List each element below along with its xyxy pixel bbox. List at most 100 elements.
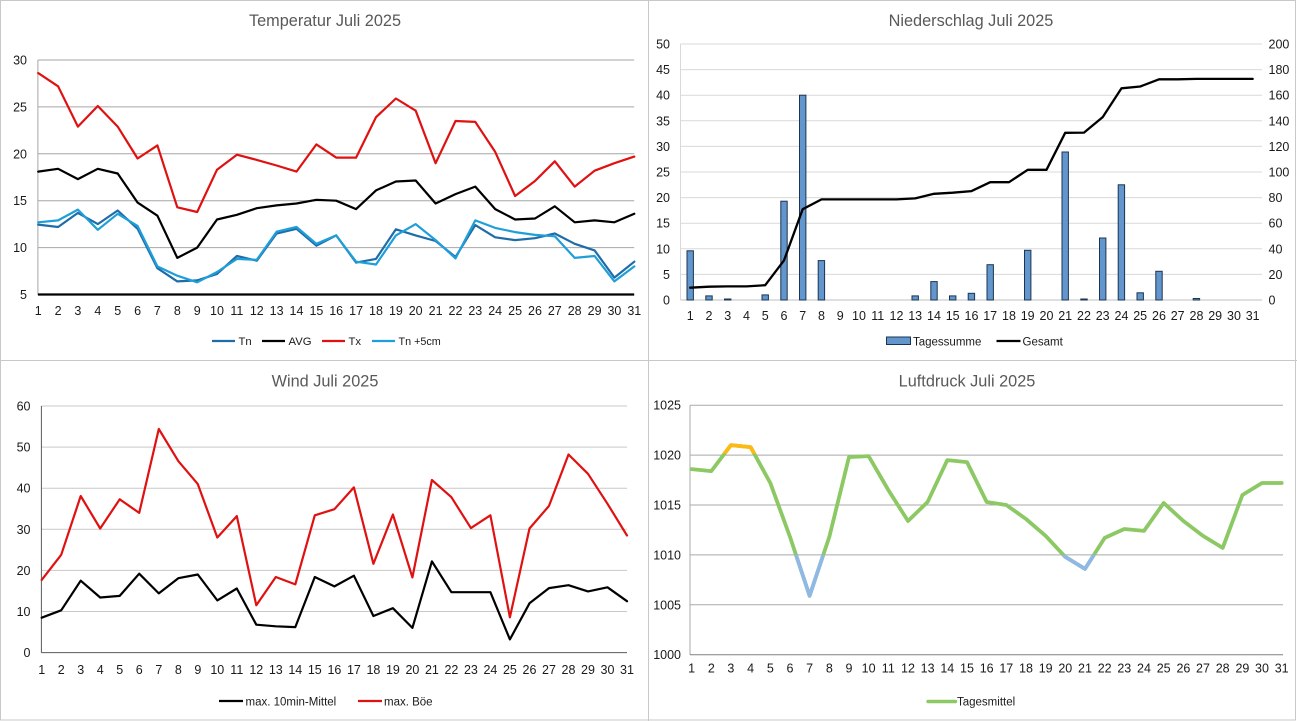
svg-text:1: 1 xyxy=(687,309,694,323)
svg-text:31: 31 xyxy=(1275,661,1289,675)
svg-text:20: 20 xyxy=(1269,268,1283,282)
svg-text:14: 14 xyxy=(927,309,941,323)
svg-text:18: 18 xyxy=(1002,309,1016,323)
svg-text:10: 10 xyxy=(210,304,224,318)
svg-text:31: 31 xyxy=(627,304,641,318)
svg-text:20: 20 xyxy=(1058,661,1072,675)
svg-text:45: 45 xyxy=(656,63,670,77)
svg-text:11: 11 xyxy=(871,309,884,323)
svg-text:0: 0 xyxy=(663,294,670,308)
svg-text:35: 35 xyxy=(656,114,670,128)
svg-text:20: 20 xyxy=(17,564,31,578)
svg-text:21: 21 xyxy=(429,304,443,318)
svg-text:100: 100 xyxy=(1269,166,1290,180)
svg-text:15: 15 xyxy=(309,304,323,318)
svg-text:9: 9 xyxy=(194,663,201,677)
svg-text:3: 3 xyxy=(77,663,84,677)
svg-text:6: 6 xyxy=(134,304,141,318)
svg-text:25: 25 xyxy=(13,100,27,114)
svg-text:20: 20 xyxy=(656,191,670,205)
svg-text:16: 16 xyxy=(329,304,343,318)
svg-text:Tn +5cm: Tn +5cm xyxy=(399,336,441,348)
svg-text:23: 23 xyxy=(1096,309,1110,323)
svg-text:28: 28 xyxy=(1216,661,1230,675)
svg-text:1010: 1010 xyxy=(653,548,681,562)
svg-text:27: 27 xyxy=(548,304,562,318)
svg-text:31: 31 xyxy=(620,663,634,677)
svg-text:17: 17 xyxy=(347,663,361,677)
svg-text:21: 21 xyxy=(1078,661,1092,675)
svg-text:max. 10min-Mittel: max. 10min-Mittel xyxy=(246,697,337,709)
svg-text:AVG: AVG xyxy=(289,336,312,348)
svg-text:15: 15 xyxy=(960,661,974,675)
svg-text:30: 30 xyxy=(601,663,615,677)
svg-text:29: 29 xyxy=(588,304,602,318)
svg-text:Tn: Tn xyxy=(239,336,252,348)
svg-text:15: 15 xyxy=(308,663,322,677)
svg-text:1005: 1005 xyxy=(653,598,681,612)
svg-text:28: 28 xyxy=(568,304,582,318)
svg-text:16: 16 xyxy=(980,661,994,675)
svg-text:6: 6 xyxy=(136,663,143,677)
svg-text:26: 26 xyxy=(523,663,537,677)
svg-text:25: 25 xyxy=(503,663,517,677)
svg-text:26: 26 xyxy=(1152,309,1166,323)
svg-text:40: 40 xyxy=(17,482,31,496)
svg-text:30: 30 xyxy=(1227,309,1241,323)
svg-text:7: 7 xyxy=(155,663,162,677)
svg-text:5: 5 xyxy=(663,268,670,282)
svg-text:1025: 1025 xyxy=(653,399,681,413)
svg-text:18: 18 xyxy=(369,304,383,318)
svg-text:20: 20 xyxy=(405,663,419,677)
svg-text:19: 19 xyxy=(386,663,400,677)
svg-text:25: 25 xyxy=(1157,661,1171,675)
svg-text:10: 10 xyxy=(13,241,27,255)
svg-text:2: 2 xyxy=(58,663,65,677)
svg-text:50: 50 xyxy=(17,441,31,455)
svg-text:30: 30 xyxy=(607,304,621,318)
svg-text:20: 20 xyxy=(1040,309,1054,323)
svg-text:Gesamt: Gesamt xyxy=(1023,337,1064,349)
svg-text:10: 10 xyxy=(852,309,866,323)
svg-text:Niederschlag Juli 2025: Niederschlag Juli 2025 xyxy=(889,12,1054,30)
svg-text:13: 13 xyxy=(269,663,283,677)
svg-text:30: 30 xyxy=(656,140,670,154)
svg-text:19: 19 xyxy=(1021,309,1035,323)
svg-text:10: 10 xyxy=(656,242,670,256)
svg-text:12: 12 xyxy=(890,309,904,323)
svg-text:24: 24 xyxy=(1137,661,1151,675)
svg-text:14: 14 xyxy=(940,661,954,675)
svg-text:160: 160 xyxy=(1269,89,1290,103)
svg-text:3: 3 xyxy=(74,304,81,318)
svg-text:6: 6 xyxy=(781,309,788,323)
svg-text:5: 5 xyxy=(20,288,27,302)
svg-text:13: 13 xyxy=(270,304,284,318)
svg-text:Temperatur Juli 2025: Temperatur Juli 2025 xyxy=(249,12,401,30)
svg-text:4: 4 xyxy=(743,309,750,323)
svg-text:21: 21 xyxy=(1058,309,1072,323)
svg-text:9: 9 xyxy=(837,309,844,323)
svg-text:4: 4 xyxy=(747,661,754,675)
svg-text:20: 20 xyxy=(13,147,27,161)
svg-text:11: 11 xyxy=(230,304,243,318)
svg-text:40: 40 xyxy=(656,89,670,103)
svg-text:7: 7 xyxy=(154,304,161,318)
svg-text:6: 6 xyxy=(787,661,794,675)
svg-text:12: 12 xyxy=(250,304,264,318)
svg-text:3: 3 xyxy=(727,661,734,675)
svg-text:16: 16 xyxy=(965,309,979,323)
svg-text:120: 120 xyxy=(1269,140,1290,154)
svg-text:9: 9 xyxy=(194,304,201,318)
svg-text:16: 16 xyxy=(327,663,341,677)
svg-text:1: 1 xyxy=(35,304,42,318)
svg-text:29: 29 xyxy=(1208,309,1222,323)
svg-text:1: 1 xyxy=(688,661,695,675)
svg-text:12: 12 xyxy=(901,661,915,675)
svg-text:15: 15 xyxy=(13,194,27,208)
svg-text:24: 24 xyxy=(488,304,502,318)
svg-text:13: 13 xyxy=(921,661,935,675)
svg-text:17: 17 xyxy=(983,309,997,323)
svg-text:22: 22 xyxy=(449,304,463,318)
svg-text:1000: 1000 xyxy=(653,648,681,662)
svg-text:20: 20 xyxy=(409,304,423,318)
